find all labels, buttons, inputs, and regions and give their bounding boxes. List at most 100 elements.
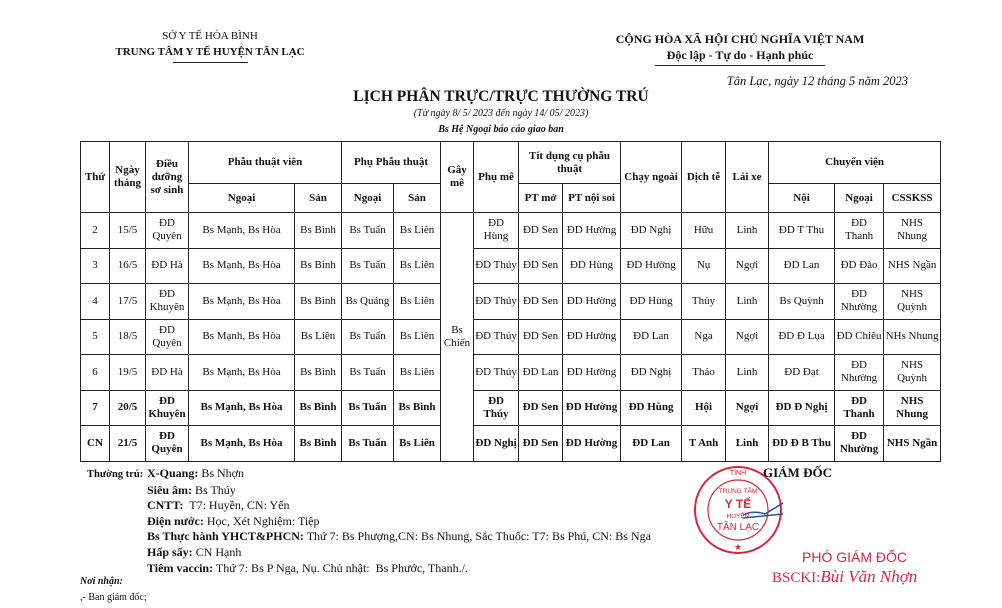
header-noi: Nội [768, 183, 836, 213]
table-cell: ĐD Hường [562, 425, 622, 462]
table-cell: Bs Bình [293, 283, 343, 320]
table-cell: ĐD Hùng [473, 212, 520, 249]
table-row: 5 18/5 ĐD Quyên Bs Mạnh, Bs Hòa Bs Liên Bs Tu… [80, 318, 942, 355]
table-cell: ĐD Hùng [620, 283, 683, 320]
table-cell: ĐD Lan [620, 318, 683, 355]
table-cell: Bs Tuấn [341, 318, 395, 355]
table-cell: Bs Liên [393, 425, 442, 462]
table-cell: Linh [725, 212, 770, 249]
table-cell: ĐD Khuyên [145, 283, 189, 320]
table-cell: Ngợi [725, 247, 770, 284]
table-cell: ĐD Nhường [834, 354, 885, 391]
note-line: Tiêm vaccin: Thứ 7: Bs P Nga, Nụ. Chủ nh… [87, 561, 651, 577]
official-stamp: TỈNH TRUNG TÂM Y TẾ HUYỆN TÂN LẠC ★ [694, 466, 783, 554]
table-cell: Bs Bình [293, 425, 343, 462]
table-cell: Ngợi [725, 318, 770, 355]
header-ptv: Phẫu thuật viên [187, 141, 343, 184]
table-cell: ĐD T Thu [768, 212, 836, 249]
table-cell: 17/5 [109, 283, 146, 320]
note-value: Bs Thúy [192, 482, 236, 497]
table-row: 2 15/5 ĐD Quyên Bs Mạnh, Bs Hòa Bs Bình Bs Tu… [80, 212, 942, 462]
table-cell: Linh [725, 425, 770, 462]
table-cell: ĐD Sen [518, 283, 564, 320]
header-pt-noi-soi: PT nội soi [562, 183, 622, 213]
table-cell: 4 [80, 283, 110, 320]
table-cell: Bs Quỳnh [768, 283, 836, 320]
table-cell: Bs Mạnh, Bs Hòa [188, 354, 295, 391]
table-cell: ĐD Lan [518, 354, 564, 391]
table-cell: Nụ [681, 247, 727, 284]
subtitle: (Từ ngày 8/ 5/ 2023 đến ngày 14/ 05/ 202… [413, 108, 589, 119]
table-cell: ĐD Hùng [562, 247, 622, 284]
table-cell: NHS Quỳnh [883, 283, 942, 320]
table-cell: Ngợi [725, 389, 770, 426]
header-chay-ngoai: Chạy ngoài [620, 141, 683, 213]
table-cell: Bs Tuấn [341, 212, 395, 249]
table-cell: Bs Bình [293, 389, 343, 426]
note-value: Thứ 7: Bs Phượng,CN: Bs Nhung, Sắc Thuốc… [303, 529, 651, 544]
table-cell: ĐD Sen [518, 318, 564, 355]
table-cell: Hữu [681, 212, 727, 249]
table-cell: 16/5 [109, 247, 146, 284]
header-ppt-san: Sản [393, 183, 442, 213]
table-cell: 19/5 [109, 354, 146, 391]
table-cell: ĐD Sen [518, 212, 564, 249]
table-cell: ĐD Thúy [473, 247, 520, 284]
note-line: Điện nước: Học, Xét Nghiệm: Tiệp [87, 514, 651, 530]
table-cell: ĐD Thúy [473, 318, 520, 355]
date-line: Tân Lạc, ngày 12 tháng 5 năm 2023 [726, 74, 908, 88]
divider [655, 65, 825, 66]
table-cell: T Anh [681, 425, 727, 462]
table-cell: ĐD Khuyên [145, 389, 189, 426]
table-cell: Thảo [681, 354, 727, 391]
director-title: GIÁM ĐỐC [763, 465, 832, 480]
table-cell: Bs Liên [393, 283, 442, 320]
notes-label: Thường trú: [87, 469, 144, 480]
table-cell: 15/5 [109, 212, 146, 249]
note-key: Siêu âm: [147, 482, 192, 497]
signer-name: BSCKI:Bùi Văn Nhợn [772, 567, 918, 586]
table-cell: ĐD Sen [518, 389, 564, 426]
header-cv-ngoai: Ngoại [834, 183, 885, 213]
note-line: Thường trú: X-Quang: Bs Nhợn [87, 466, 651, 483]
table-cell: NHS Nhung [883, 212, 942, 249]
table-cell: NHS Quỳnh [883, 354, 942, 391]
table-cell: ĐD Thanh [834, 212, 885, 249]
svg-text:TÂN LẠC: TÂN LẠC [717, 520, 759, 533]
divider [172, 62, 248, 63]
header-pt-mo: PT mở [518, 183, 564, 213]
page-title: LỊCH PHÂN TRỰC/TRỰC THƯỜNG TRÚ [353, 88, 649, 105]
table-cell: Bs Mạnh, Bs Hòa [188, 318, 295, 355]
gay-me-cell: Bs Chiến [440, 212, 475, 462]
header-right: CỘNG HÒA XÃ HỘI CHỦ NGHĨA VIỆT NAM Độc l… [560, 31, 920, 66]
table-cell: Bs Tuấn [341, 389, 395, 426]
table-cell: 2 [80, 212, 110, 249]
table-cell: Bs Mạnh, Bs Hòa [188, 247, 295, 284]
schedule-table: Thứ Ngày tháng Điều dưỡng sơ sinh Phẫu t… [80, 141, 942, 462]
header-ppt: Phụ Phẫu thuật [341, 141, 442, 184]
table-cell: ĐD Thúy [473, 354, 520, 391]
notes: Thường trú: X-Quang: Bs Nhợn Siêu âm: Bs … [87, 466, 651, 576]
table-cell: 6 [80, 354, 110, 391]
table-cell: Bs Bình [293, 354, 343, 391]
table-cell: Bs Quảng [341, 283, 395, 320]
table-cell: NHs Nhung [883, 318, 942, 355]
table-cell: ĐD Hường [562, 318, 622, 355]
table-cell: Bs Liên [393, 354, 442, 391]
table-cell: ĐD Thanh [834, 389, 885, 426]
table-row: 6 19/5 ĐD Hà Bs Mạnh, Bs Hòa Bs Bình Bs Tuấn B… [80, 354, 942, 391]
table-cell: Linh [725, 354, 770, 391]
table-cell: 20/5 [109, 389, 146, 426]
table-cell: Bs Liên [293, 318, 343, 355]
table-cell: ĐD Lan [768, 247, 836, 284]
table-cell: Bs Liên [393, 212, 442, 249]
table-row: 7 20/5 ĐD Khuyên Bs Mạnh, Bs Hòa Bs Bình Bs T… [80, 389, 942, 426]
table-cell: ĐD Đào [834, 247, 885, 284]
table-cell: Bs Liên [393, 318, 442, 355]
svg-text:HUYỆN: HUYỆN [727, 511, 750, 520]
table-cell: 7 [80, 389, 110, 426]
table-cell: Bs Tuấn [341, 425, 395, 462]
header-chuyen-vien: Chuyển viện [768, 141, 942, 184]
table-cell: Bs Mạnh, Bs Hòa [188, 212, 295, 249]
note-line: Bs Thực hành YHCT&PHCN: Thứ 7: Bs Phượng… [87, 529, 651, 545]
